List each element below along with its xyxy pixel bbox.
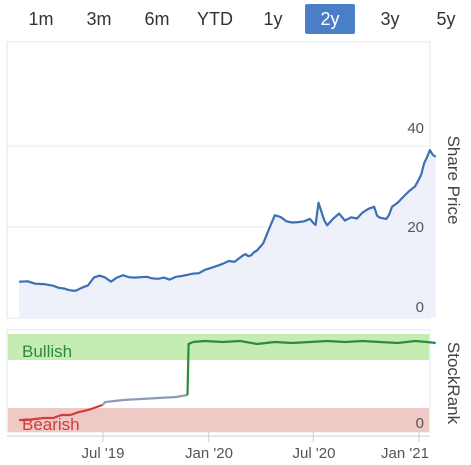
range-button-1m[interactable]: 1m (28, 9, 54, 29)
bullish-zone-label: Bullish (22, 342, 72, 361)
x-axis: Jul '19 Jan '20 Jul '20 Jan '21 (7, 432, 430, 462)
price-y-tick-labels: 0 20 40 (407, 120, 424, 316)
range-button-1y[interactable]: 1y (263, 9, 283, 29)
rank-y-tick-label: 0 (416, 415, 424, 432)
range-button-6m[interactable]: 6m (144, 9, 170, 29)
range-button-3m[interactable]: 3m (86, 9, 112, 29)
price-y-tick-label: 40 (407, 120, 424, 137)
share-price-axis-title: Share Price (444, 136, 463, 225)
x-tick-label: Jan '20 (185, 445, 233, 462)
range-button-3y[interactable]: 3y (380, 9, 400, 29)
rank-series-line-neutral (101, 393, 188, 406)
stockrank-panel: Bullish Bearish 0 StockRank (6, 329, 463, 434)
price-y-tick-label: 0 (416, 299, 424, 316)
share-price-panel: 0 20 40 Share Price (6, 41, 463, 319)
x-tick-label: Jul '20 (293, 445, 336, 462)
range-button-5y[interactable]: 5y (436, 9, 456, 29)
x-tick-marks (102, 432, 420, 442)
time-range-selector: 1m 3m 6m YTD 1y 2y 3y 5y (0, 0, 471, 40)
range-button-2y[interactable]: 2y (305, 4, 355, 34)
price-series-line (19, 149, 437, 292)
range-button-ytd[interactable]: YTD (197, 9, 233, 29)
rank-series-line-bullish (186, 339, 436, 396)
bullish-zone (8, 334, 429, 360)
x-tick-label: Jul '19 (82, 445, 125, 462)
rank-series-line-bearish (19, 403, 103, 422)
price-y-tick-label: 20 (407, 219, 424, 236)
stockrank-axis-title: StockRank (444, 342, 463, 425)
x-tick-label: Jan '21 (381, 445, 429, 462)
